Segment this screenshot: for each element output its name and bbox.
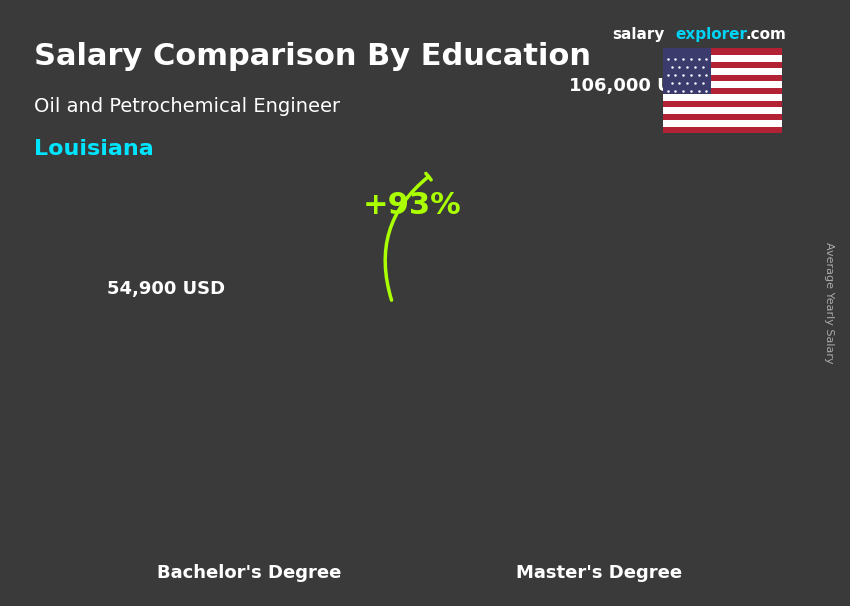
Text: Bachelor's Degree: Bachelor's Degree [157,564,342,582]
Text: explorer: explorer [676,27,748,42]
Text: +93%: +93% [363,191,462,220]
Bar [663,68,782,75]
Bar [663,75,782,81]
Bar [663,94,782,101]
Bar [663,55,782,62]
Bar [663,114,782,120]
Text: Salary Comparison By Education: Salary Comparison By Education [34,42,591,72]
Bar [663,48,782,55]
Text: Average Yearly Salary: Average Yearly Salary [824,242,834,364]
Text: .com: .com [745,27,786,42]
Text: Oil and Petrochemical Engineer: Oil and Petrochemical Engineer [34,97,340,116]
Bar [663,48,711,94]
Bar [663,107,782,114]
Text: Louisiana: Louisiana [34,139,154,159]
Bar [663,127,782,133]
Text: 106,000 USD: 106,000 USD [570,76,700,95]
Text: 54,900 USD: 54,900 USD [107,280,225,298]
Text: Master's Degree: Master's Degree [516,564,682,582]
Bar [663,81,782,88]
Bar [663,62,782,68]
Bar [663,88,782,94]
Bar [663,101,782,107]
Bar [663,120,782,127]
Text: salary: salary [612,27,665,42]
